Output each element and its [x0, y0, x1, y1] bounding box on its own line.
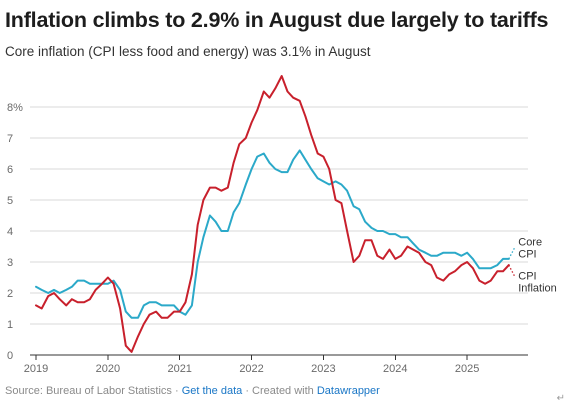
x-axis-ticks: 2019 2020 2021 2022 2023 2024 2025 — [24, 355, 479, 375]
y-tick-label: 3 — [7, 257, 13, 269]
y-tick-label: 7 — [7, 133, 13, 145]
x-tick-label: 2020 — [96, 363, 120, 375]
footer-separator: · — [171, 385, 182, 397]
chart-title: Inflation climbs to 2.9% in August due l… — [5, 8, 549, 32]
x-tick-label: 2021 — [167, 363, 191, 375]
core-cpi-label: Core — [518, 237, 542, 249]
y-tick-label: 4 — [7, 226, 13, 238]
cpi-inflation-label: Inflation — [518, 283, 557, 295]
footer: Source: Bureau of Labor Statistics · Get… — [5, 385, 380, 397]
series-lines — [35, 75, 516, 353]
y-tick-label: 5 — [7, 195, 13, 207]
core-cpi-leader — [508, 246, 516, 260]
source-text: Source: Bureau of Labor Statistics — [5, 385, 172, 397]
y-tick-label: 6 — [7, 164, 13, 176]
chart-subtitle: Core inflation (CPI less food and energy… — [5, 44, 371, 59]
y-tick-label: 1 — [7, 319, 13, 331]
grid-lines — [30, 106, 528, 356]
y-tick-label: 0 — [7, 350, 13, 362]
x-tick-label: 2024 — [383, 363, 407, 375]
x-tick-label: 2019 — [24, 363, 48, 375]
y-tick-label: 2 — [7, 288, 13, 300]
y-axis-ticks: 0 1 2 3 4 5 6 7 8% — [7, 102, 23, 362]
get-the-data-link[interactable]: Get the data — [181, 385, 243, 397]
x-tick-label: 2023 — [311, 363, 335, 375]
x-tick-label: 2022 — [239, 363, 263, 375]
core-cpi-label: CPI — [518, 249, 536, 261]
cpi-inflation-line — [35, 75, 510, 353]
cpi-inflation-label: CPI — [518, 271, 536, 283]
created-with-text: · Created with — [242, 385, 317, 397]
cpi-inflation-leader — [508, 264, 516, 278]
y-tick-label: 8% — [7, 102, 23, 114]
expand-icon[interactable]: ↵ — [556, 393, 565, 404]
core-cpi-line — [35, 149, 510, 319]
datawrapper-link[interactable]: Datawrapper — [316, 385, 380, 397]
x-tick-label: 2025 — [455, 363, 479, 375]
